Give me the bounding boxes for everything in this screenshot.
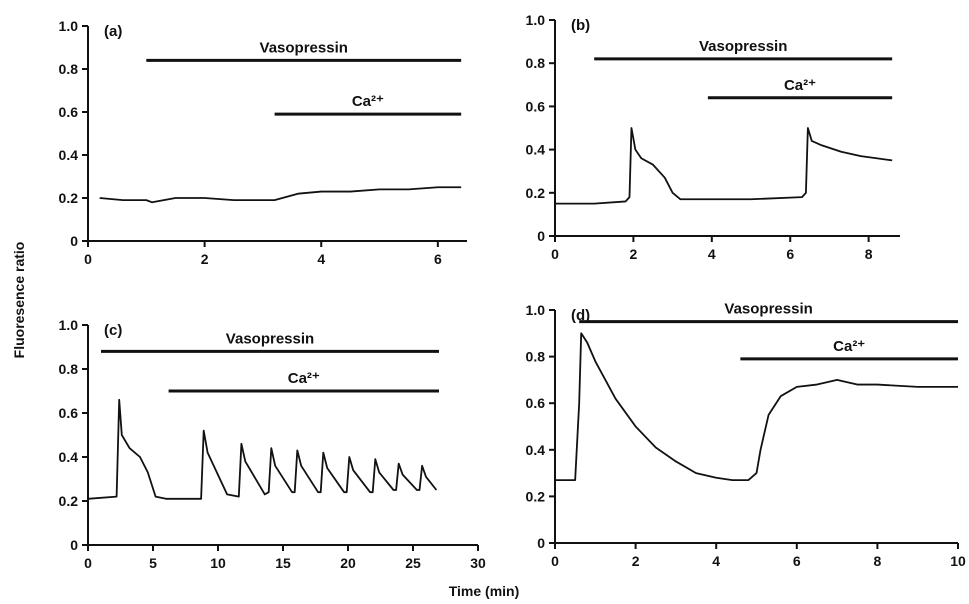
- x-tick-label: 20: [340, 555, 356, 571]
- y-tick-label: 0.6: [59, 104, 79, 120]
- data-line: [555, 332, 958, 481]
- x-tick-label: 30: [470, 555, 486, 571]
- x-tick-label: 6: [434, 251, 442, 267]
- y-tick-label: 0.2: [59, 493, 79, 509]
- treatment-label: Ca²⁺: [288, 370, 320, 387]
- panel-label: (c): [104, 322, 122, 339]
- y-tick-label: 0.6: [526, 395, 546, 411]
- x-tick-label: 10: [210, 555, 226, 571]
- treatment-label: Vasopressin: [260, 39, 348, 56]
- x-tick-label: 6: [793, 553, 801, 569]
- y-tick-label: 0.2: [526, 185, 546, 201]
- x-tick-label: 0: [84, 555, 92, 571]
- y-tick-label: 1.0: [526, 302, 546, 318]
- x-tick-label: 8: [865, 246, 873, 262]
- y-tick-label: 0.4: [59, 147, 79, 163]
- y-tick-label: 0.2: [526, 488, 546, 504]
- treatment-label: Vasopressin: [699, 38, 787, 55]
- y-tick-label: 0: [537, 535, 545, 551]
- x-tick-label: 0: [551, 553, 559, 569]
- x-tick-label: 2: [630, 246, 638, 262]
- x-tick-label: 2: [632, 553, 640, 569]
- x-tick-label: 8: [874, 553, 882, 569]
- data-line: [555, 127, 893, 205]
- x-tick-label: 10: [950, 553, 966, 569]
- data-line: [87, 398, 438, 500]
- y-tick-label: 0.8: [526, 55, 546, 71]
- y-tick-label: 1.0: [526, 12, 546, 28]
- data-line: [99, 186, 462, 204]
- y-tick-label: 1.0: [59, 317, 79, 333]
- treatment-label: Ca²⁺: [352, 93, 384, 110]
- treatment-label: Ca²⁺: [833, 338, 865, 355]
- y-axis-title: Fluoresence ratio: [11, 242, 27, 359]
- x-tick-label: 15: [275, 555, 291, 571]
- y-tick-label: 1.0: [59, 18, 79, 34]
- y-tick-label: 0.8: [526, 349, 546, 365]
- treatment-label: Vasopressin: [226, 330, 314, 347]
- y-tick-label: 0: [70, 537, 78, 553]
- x-tick-label: 4: [317, 251, 325, 267]
- x-tick-label: 0: [551, 246, 559, 262]
- x-tick-label: 4: [712, 553, 720, 569]
- x-tick-label: 25: [405, 555, 421, 571]
- treatment-label: Vasopressin: [724, 301, 812, 318]
- treatment-label: Ca²⁺: [784, 77, 816, 94]
- panel-label: (d): [571, 307, 590, 324]
- x-tick-label: 5: [149, 555, 157, 571]
- x-axis-title: Time (min): [449, 583, 520, 599]
- y-tick-label: 0.8: [59, 61, 79, 77]
- panel-label: (b): [571, 17, 590, 34]
- x-tick-label: 0: [84, 251, 92, 267]
- x-tick-label: 2: [201, 251, 209, 267]
- y-tick-label: 0.4: [526, 142, 546, 158]
- y-tick-label: 0.4: [59, 449, 79, 465]
- y-tick-label: 0: [537, 228, 545, 244]
- x-tick-label: 4: [708, 246, 716, 262]
- panel-label: (a): [104, 23, 122, 40]
- y-tick-label: 0.8: [59, 361, 79, 377]
- y-tick-label: 0.6: [526, 98, 546, 114]
- y-tick-label: 0.4: [526, 442, 546, 458]
- y-tick-label: 0.2: [59, 190, 79, 206]
- x-tick-label: 6: [786, 246, 794, 262]
- y-tick-label: 0.6: [59, 405, 79, 421]
- y-tick-label: 0: [70, 233, 78, 249]
